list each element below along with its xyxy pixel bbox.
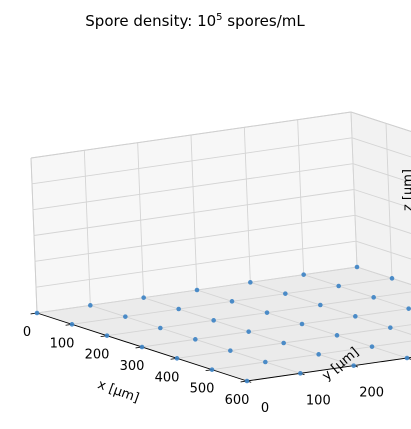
data-point bbox=[388, 325, 393, 330]
x-tick-label: 200 bbox=[85, 348, 110, 363]
x-tick-label: 0 bbox=[23, 325, 31, 340]
x-tick-label: 100 bbox=[50, 336, 75, 351]
grid-line-z-side bbox=[32, 163, 354, 211]
data-point bbox=[104, 333, 110, 338]
data-point bbox=[336, 283, 341, 289]
data-point bbox=[141, 295, 146, 300]
chart-title: Spore density: 105 spores/mL bbox=[85, 12, 305, 30]
data-point bbox=[244, 378, 250, 384]
grid-line-z-side bbox=[33, 189, 355, 236]
data-point bbox=[406, 306, 411, 311]
data-point bbox=[209, 367, 215, 372]
data-point bbox=[351, 363, 356, 368]
data-point bbox=[404, 355, 410, 361]
grid-line-z-back bbox=[353, 189, 411, 209]
grid-line-z-back bbox=[351, 137, 411, 158]
data-point bbox=[389, 276, 395, 281]
y-tick-label: 100 bbox=[306, 393, 331, 408]
x-tick-label: 500 bbox=[190, 382, 215, 397]
data-point bbox=[123, 314, 128, 319]
data-point bbox=[194, 287, 200, 293]
data-point bbox=[318, 302, 323, 308]
y-tick-label: 200 bbox=[359, 386, 384, 401]
pane-edge-top-back bbox=[350, 111, 411, 132]
x-tick-label: 600 bbox=[225, 393, 250, 408]
grid-line-z-side bbox=[31, 137, 353, 185]
data-point bbox=[263, 359, 268, 365]
grid-line-z-back bbox=[352, 163, 411, 183]
data-point bbox=[299, 321, 305, 327]
x-axis-label: x [μm] bbox=[95, 377, 140, 406]
pane-edge-top-left bbox=[30, 111, 352, 159]
data-point bbox=[246, 329, 251, 334]
data-point bbox=[139, 344, 145, 350]
data-point bbox=[371, 295, 376, 300]
data-point bbox=[353, 314, 358, 319]
data-point bbox=[248, 280, 253, 285]
data-point bbox=[174, 356, 180, 361]
grid-line-z-back bbox=[355, 240, 411, 260]
data-points bbox=[34, 264, 411, 384]
data-point bbox=[228, 348, 233, 353]
axis-ticks: 0100200300400500600010020030040050060001… bbox=[23, 312, 411, 416]
data-point bbox=[283, 291, 288, 296]
pane-edge-left-vertical bbox=[30, 157, 38, 314]
data-point bbox=[158, 325, 163, 331]
data-point bbox=[298, 371, 303, 376]
data-point bbox=[176, 306, 181, 312]
data-point bbox=[69, 322, 75, 327]
data-point bbox=[369, 344, 375, 349]
grid-line-z-back bbox=[354, 214, 411, 234]
grid-line-z-side bbox=[34, 214, 356, 262]
x-tick-label: 400 bbox=[155, 370, 180, 385]
data-point bbox=[211, 318, 216, 323]
z-axis-label: z [μm] bbox=[401, 169, 411, 211]
data-point bbox=[34, 310, 40, 316]
data-point bbox=[334, 333, 340, 338]
data-point bbox=[229, 299, 235, 304]
y-tick-label: 0 bbox=[261, 401, 269, 416]
data-point bbox=[316, 352, 321, 357]
data-point bbox=[193, 337, 198, 342]
data-point bbox=[281, 340, 286, 346]
grid-line-z-side bbox=[35, 240, 357, 288]
data-point bbox=[301, 272, 306, 277]
data-point bbox=[264, 310, 270, 315]
x-tick-label: 300 bbox=[120, 359, 145, 374]
data-point bbox=[354, 264, 360, 270]
data-point bbox=[88, 303, 93, 308]
